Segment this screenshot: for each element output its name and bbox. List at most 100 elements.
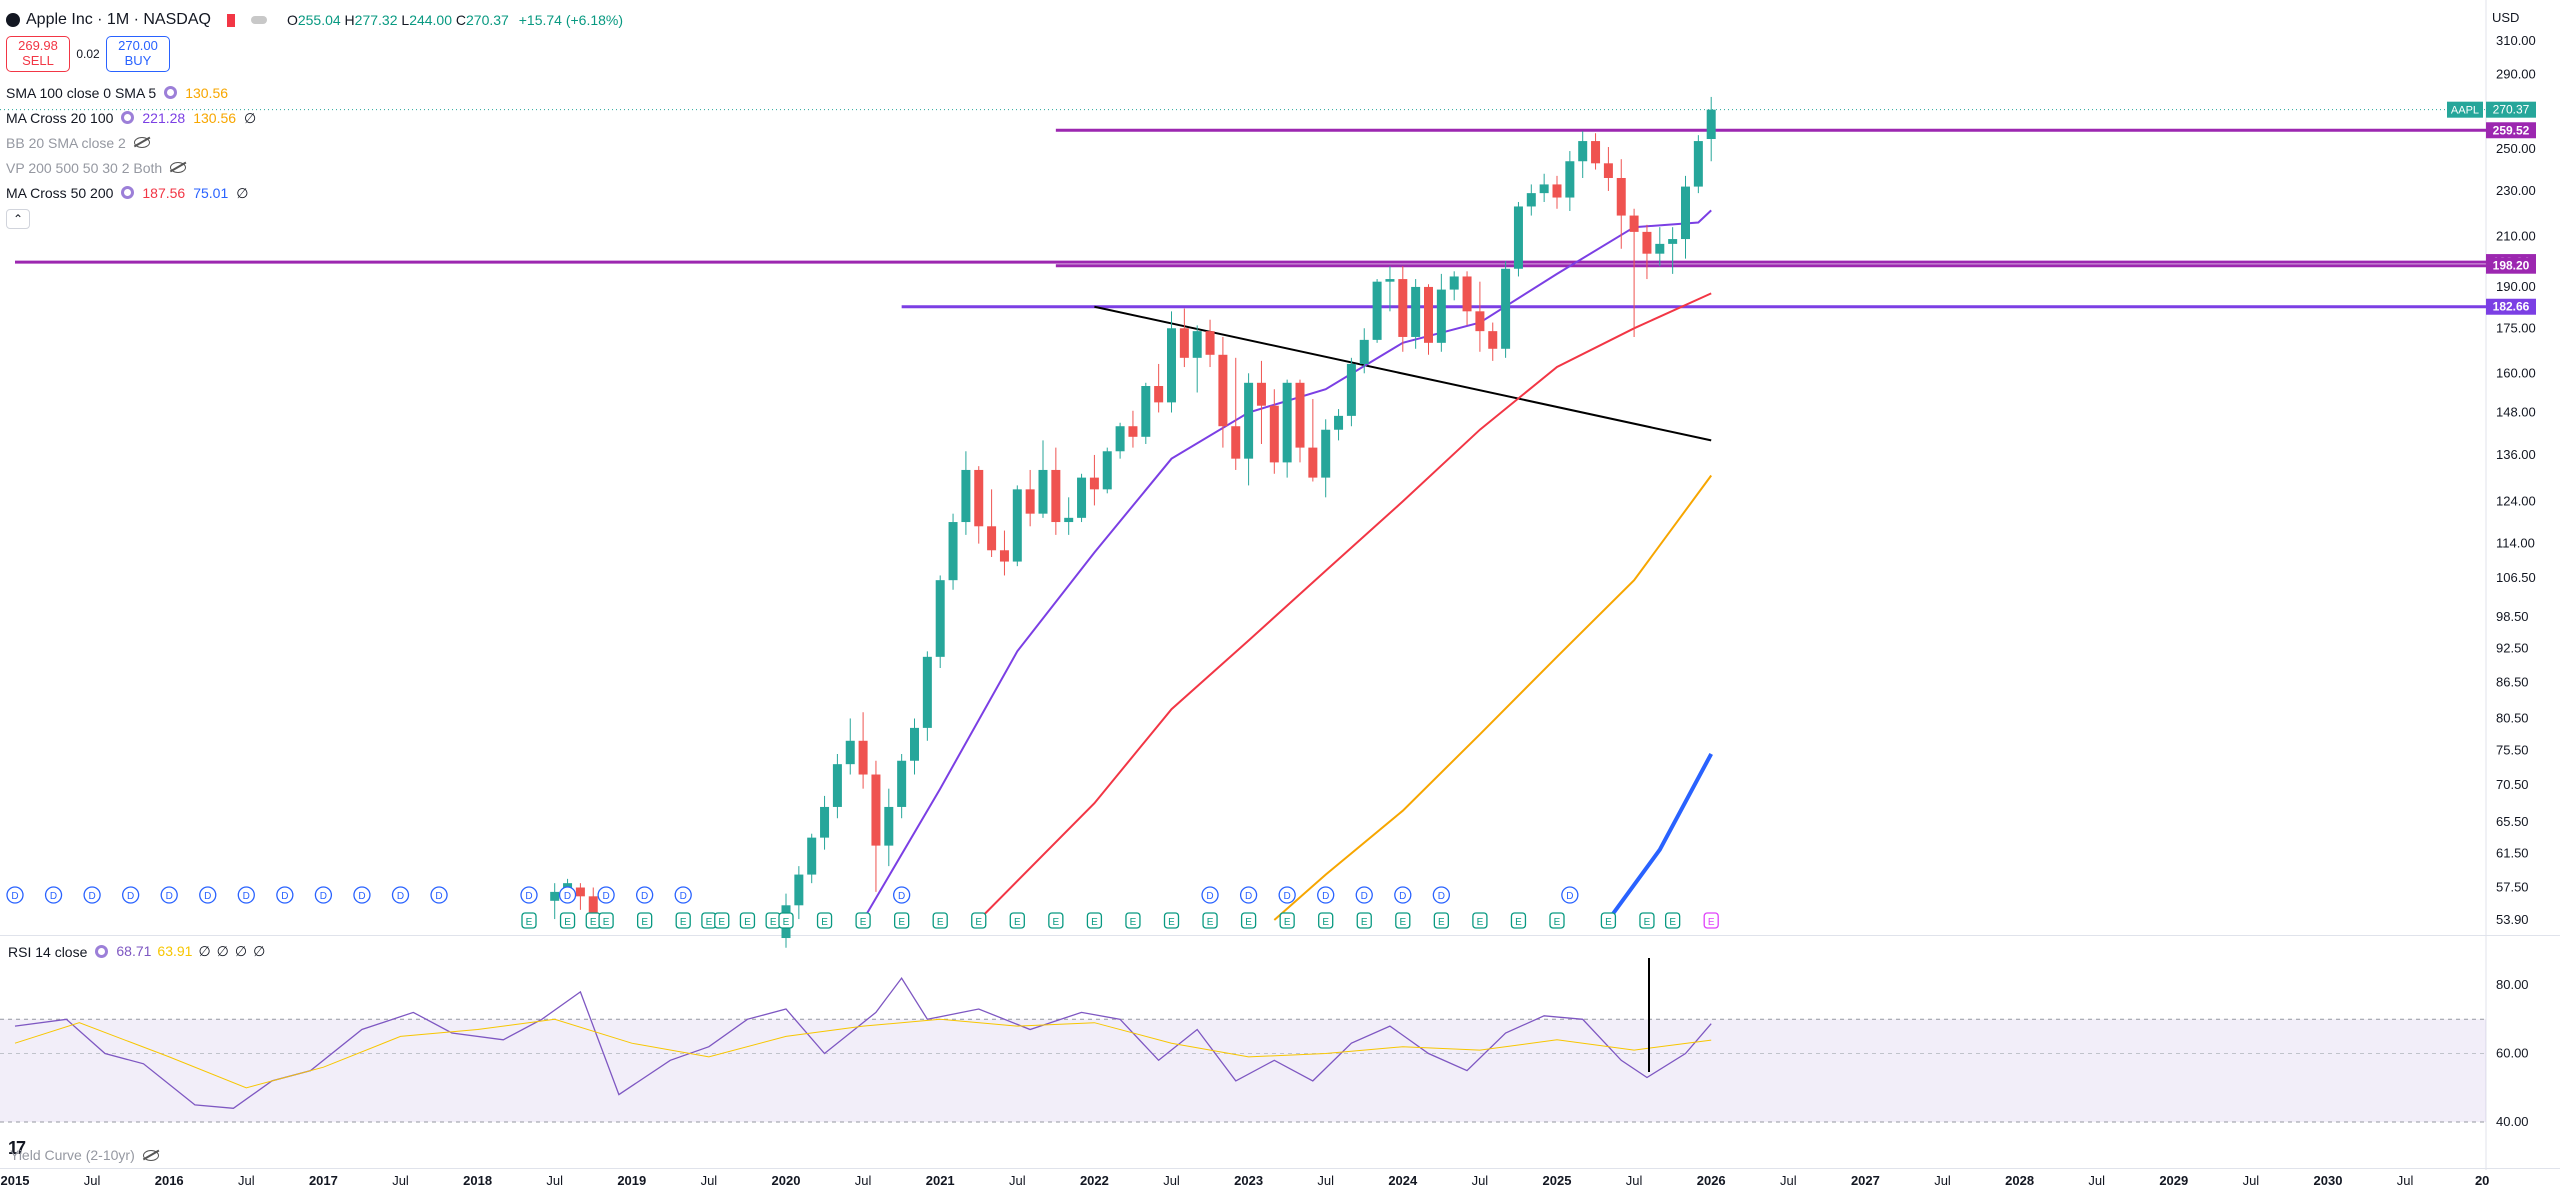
price-tick-label: 310.00 [2496,33,2536,48]
dividend-marker [636,886,654,904]
flag-icon[interactable] [226,13,235,27]
buy-button[interactable]: 270.00 BUY [106,36,170,72]
current-price-tag [2486,101,2536,118]
candle-body [845,740,855,765]
earnings-marker-label: E [1284,917,1291,928]
indicator-value: 130.56 [185,84,229,101]
time-tick-label: Jul [84,1173,101,1188]
earnings-marker [1703,912,1719,929]
moving-average-line [977,292,1712,921]
eye-off-icon[interactable] [133,137,150,148]
ohlc-readout: O255.04 H277.32 L244.00 C270.37 +15.74 (… [286,12,624,28]
gear-icon[interactable] [121,111,135,124]
chart-legend: Apple Inc · 1M · NASDAQ O255.04 H277.32 … [6,8,623,229]
indicator-name[interactable]: BB 20 SMA close 2 [6,134,126,151]
indicator-row[interactable]: MA Cross 50 200 187.56 75.01 ∅ [6,180,623,205]
horizontal-level-tag [2486,122,2536,139]
time-tick-label: 2029 [2159,1173,2188,1188]
earnings-marker [559,912,576,929]
price-tick-label: 124.00 [2496,493,2536,508]
time-tick-label: Jul [546,1173,563,1188]
eye-off-icon[interactable] [142,1149,159,1161]
candle-body [1565,161,1575,198]
indicator-row[interactable]: VP 200 500 50 30 2 Both [6,155,623,180]
earnings-marker [1395,912,1411,929]
yield-curve-legend: Yield Curve (2-10yr) [10,1147,159,1163]
candle-body [1102,451,1112,490]
eye-off-icon[interactable] [170,162,187,173]
rsi-settings-icon[interactable] [95,945,109,958]
earnings-marker [1318,912,1334,929]
moving-average-line [862,209,1712,921]
indicator-value: ∅ [244,109,257,126]
candle-body [858,740,868,775]
time-tick-label: 2027 [1851,1173,1880,1188]
time-tick-label: 2020 [772,1173,801,1188]
candle-body [1616,177,1626,216]
sell-button[interactable]: 269.98 SELL [6,36,70,72]
candle-body [1603,163,1613,178]
earnings-marker [1639,912,1655,929]
indicator-name[interactable]: MA Cross 50 200 [6,184,114,201]
candle-body [1359,339,1369,364]
dividend-marker [160,886,178,904]
candle-body [820,806,830,838]
indicator-name[interactable]: MA Cross 20 100 [6,109,114,126]
chevron-up-icon: ⌃ [12,212,24,226]
earnings-marker-label: E [1669,917,1676,928]
time-tick-label: Jul [1934,1173,1951,1188]
rsi-name[interactable]: RSI 14 close [8,943,88,960]
time-tick-label: 2019 [617,1173,646,1188]
currency-label[interactable]: USD [2492,10,2520,25]
earnings-marker-label: E [1361,917,1368,928]
symbol-title[interactable]: Apple Inc · 1M · NASDAQ [26,11,211,28]
earnings-marker [1240,912,1257,929]
buy-label: BUY [124,53,152,68]
indicator-value: ∅ [236,184,249,201]
indicator-value: 187.56 [142,184,186,201]
dividend-marker-label: D [50,891,57,902]
time-tick-label: Jul [2397,1173,2414,1188]
dividend-marker-label: D [358,891,365,902]
earnings-marker-label: E [898,917,905,928]
earnings-marker [1665,912,1681,929]
gear-icon[interactable] [121,186,135,199]
indicator-value: 75.01 [193,184,229,201]
dividend-marker-label: D [166,891,173,902]
indicator-row[interactable]: MA Cross 20 100 221.28 130.56 ∅ [6,105,623,130]
trade-panel: 269.98 SELL 0.02 270.00 BUY [6,36,623,72]
yield-curve-name[interactable]: Yield Curve (2-10yr) [10,1147,135,1163]
collapse-legend-button[interactable]: ⌃ [6,209,30,229]
earnings-marker [1600,912,1617,929]
time-tick-label: Jul [238,1173,255,1188]
dividend-marker-label: D [127,891,134,902]
candle-body [922,656,932,728]
gear-icon[interactable] [164,86,178,99]
time-tick-label: Jul [2243,1173,2260,1188]
indicator-row[interactable]: SMA 100 close 0 SMA 5 130.56 [6,80,623,105]
earnings-marker [1163,912,1180,929]
earnings-marker [1356,912,1372,929]
market-status-icon[interactable] [250,16,267,24]
time-tick-label: 2022 [1080,1173,1109,1188]
price-tick-label: 61.50 [2496,846,2529,861]
indicator-row[interactable]: BB 20 SMA close 2 [6,130,623,155]
indicator-name[interactable]: SMA 100 close 0 SMA 5 [6,84,157,101]
dividend-marker-label: D [11,891,18,902]
rsi-value: ∅ [253,943,266,959]
candle-body [1385,279,1395,282]
dividend-marker-label: D [680,891,687,902]
time-tick-label: 2030 [2314,1173,2343,1188]
candle-body [1475,311,1485,332]
candle-body [1655,243,1665,254]
indicator-name[interactable]: VP 200 500 50 30 2 Both [6,159,163,176]
candle-body [1629,215,1639,232]
earnings-marker [1279,912,1295,929]
time-tick-label: Jul [855,1173,872,1188]
candle-body [1642,231,1652,254]
candle-body [974,469,984,527]
dividend-marker-label: D [1206,891,1213,902]
apple-logo-icon [6,13,20,27]
earnings-marker-label: E [1438,917,1445,928]
